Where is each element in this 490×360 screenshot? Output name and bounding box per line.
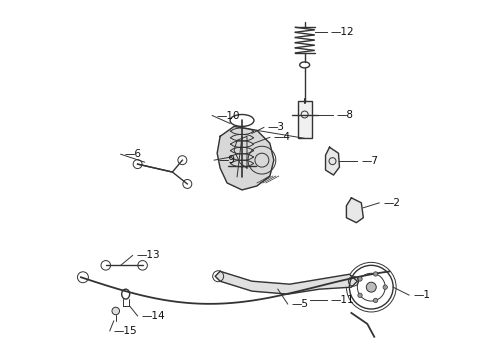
Circle shape [358,293,362,297]
Text: —7: —7 [361,156,378,166]
Polygon shape [217,126,274,190]
Polygon shape [215,271,357,294]
Circle shape [358,277,362,281]
Circle shape [373,272,378,276]
Circle shape [367,282,376,292]
Text: —15: —15 [114,326,137,336]
Text: —14: —14 [142,311,165,321]
Text: —5: —5 [292,299,309,309]
Circle shape [112,307,120,315]
Bar [298,100,312,138]
Polygon shape [325,147,340,175]
Text: —3: —3 [268,122,285,132]
Text: —4: —4 [274,132,291,142]
Text: —1: —1 [413,290,430,300]
Text: —11: —11 [331,295,354,305]
Circle shape [383,285,388,289]
Text: —13: —13 [137,251,160,260]
Text: —10: —10 [216,111,240,121]
Text: —9: —9 [218,155,235,165]
Text: —8: —8 [337,109,353,120]
Polygon shape [346,198,363,223]
Text: —2: —2 [383,198,400,208]
Circle shape [373,298,378,302]
Text: —12: —12 [331,27,354,37]
Text: —6: —6 [124,149,142,159]
